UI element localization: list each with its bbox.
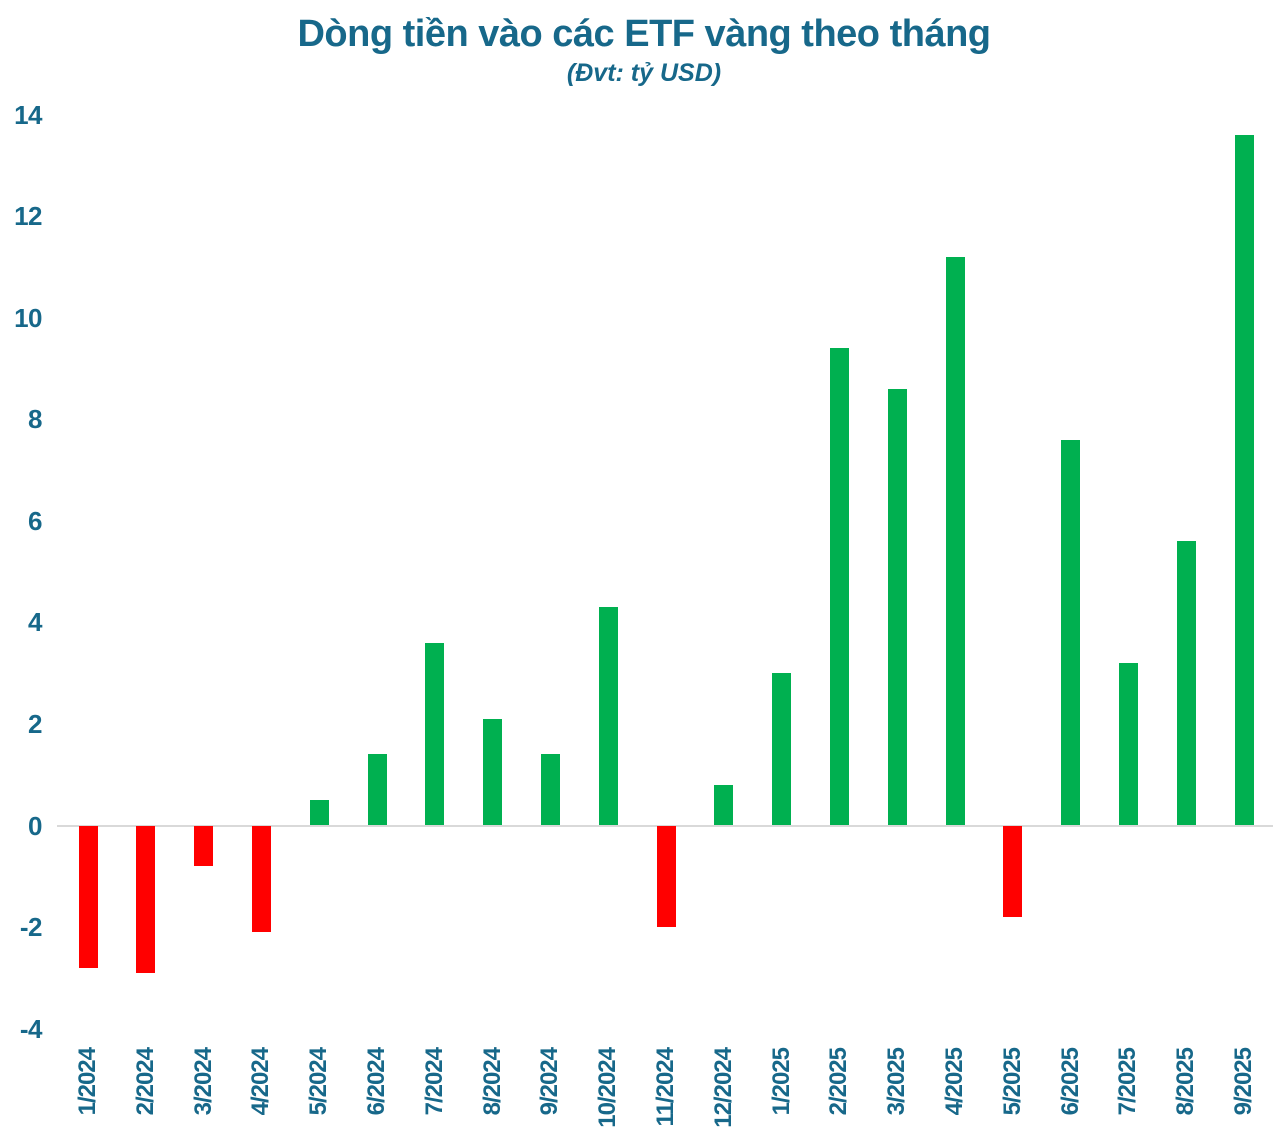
chart-bar <box>887 388 907 826</box>
y-tick-label: 0 <box>28 810 42 841</box>
chart-bar <box>1061 439 1081 826</box>
chart-subtitle: (Đvt: tỷ USD) <box>566 59 722 87</box>
y-tick-label: 12 <box>14 201 42 232</box>
y-tick-label: 10 <box>14 302 42 333</box>
chart-title: Dòng tiền vào các ETF vàng theo tháng <box>297 13 991 55</box>
chart-bar <box>1003 825 1023 917</box>
chart-bar <box>367 754 387 826</box>
chart-bar <box>945 256 965 826</box>
y-tick-label: -4 <box>19 1013 43 1044</box>
chart-bar <box>772 673 792 826</box>
y-tick-label: 8 <box>28 404 42 435</box>
chart-bar <box>251 825 271 933</box>
chart-bar <box>425 642 445 826</box>
chart-bar <box>598 607 618 826</box>
chart-bar <box>194 825 214 867</box>
chart-bar <box>136 825 156 973</box>
chart-bar <box>540 754 560 826</box>
y-tick-label: 2 <box>28 708 42 739</box>
y-tick-label: 4 <box>28 607 42 638</box>
chart-bar <box>656 825 676 928</box>
chart-bar <box>78 825 98 968</box>
y-tick-label: 6 <box>28 505 42 536</box>
chart-bar <box>829 348 849 826</box>
chart-bar <box>1234 134 1254 826</box>
y-tick-label: 14 <box>14 99 42 130</box>
chart-bar <box>483 718 503 826</box>
chart-bar <box>309 800 329 826</box>
chart-bar <box>1118 663 1138 826</box>
y-tick-label: -2 <box>19 912 43 943</box>
chart-bar <box>714 784 734 826</box>
chart-bar <box>1176 541 1196 826</box>
